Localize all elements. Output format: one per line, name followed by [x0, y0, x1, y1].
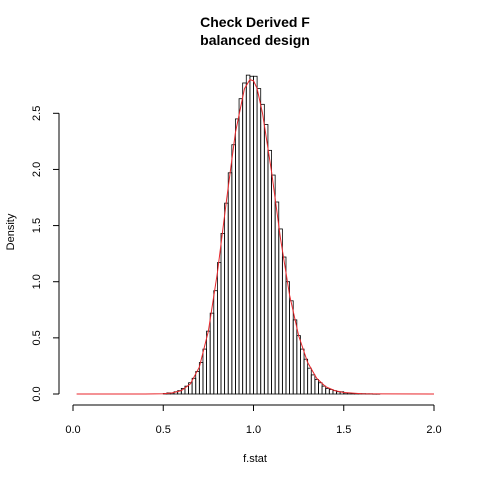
histogram-bar: [329, 390, 333, 394]
y-axis: 0.0 0.5 1.0 1.5 2.0 2.5: [31, 106, 59, 402]
histogram-bar: [207, 331, 211, 394]
histogram-bar: [297, 336, 301, 394]
y-tick-label: 2.0: [31, 162, 43, 177]
histogram-bar: [228, 173, 232, 394]
x-axis-label: f.stat: [243, 453, 267, 465]
histogram-bar: [304, 359, 308, 394]
x-tick-label: 1.5: [336, 424, 351, 436]
histogram-bar: [210, 313, 214, 394]
histogram-bar: [272, 175, 276, 394]
histogram-bar: [282, 257, 286, 394]
histogram-bar: [217, 263, 221, 394]
x-tick-label: 1.0: [246, 424, 261, 436]
histogram-bar: [246, 75, 250, 394]
histogram-bar: [290, 301, 294, 394]
histogram-bar: [286, 282, 290, 394]
histogram-bar: [275, 202, 279, 394]
histogram-bar: [243, 83, 247, 394]
histogram-bar: [225, 203, 229, 394]
histogram-bar: [257, 89, 261, 394]
density-curve: [77, 80, 434, 394]
histogram-bar: [232, 145, 236, 394]
histogram-bar: [318, 383, 322, 394]
x-tick-label: 0.0: [65, 424, 80, 436]
histogram-bar: [235, 119, 239, 394]
histogram-bar: [279, 229, 283, 394]
y-tick-label: 1.5: [31, 218, 43, 233]
histogram-bar: [221, 233, 225, 394]
histogram-bar: [268, 150, 272, 394]
histogram-bar: [322, 386, 326, 394]
x-tick-label: 2.0: [426, 424, 441, 436]
histogram-bars: [163, 75, 380, 394]
histogram-bar: [308, 368, 312, 394]
histogram-bar: [203, 349, 207, 394]
histogram-bar: [315, 379, 319, 394]
x-axis: 0.0 0.5 1.0 1.5 2.0: [65, 405, 441, 436]
y-axis-label: Density: [5, 213, 17, 250]
histogram-bar: [311, 375, 315, 394]
histogram-bar: [192, 378, 196, 394]
histogram-bar: [196, 372, 200, 394]
histogram-bar: [199, 363, 203, 394]
chart-title-line-2: balanced design: [200, 32, 310, 48]
x-tick-label: 0.5: [156, 424, 171, 436]
histogram-bar: [293, 320, 297, 394]
y-tick-label: 1.0: [31, 274, 43, 289]
histogram-bar: [326, 388, 330, 394]
histogram-bar: [250, 76, 254, 394]
y-tick-label: 2.5: [31, 106, 43, 121]
histogram-bar: [261, 104, 265, 394]
histogram-bar: [254, 76, 258, 394]
histogram-bar: [264, 125, 268, 394]
histogram-bar: [300, 349, 304, 394]
y-tick-label: 0.5: [31, 330, 43, 345]
y-tick-label: 0.0: [31, 386, 43, 401]
chart-title-line-1: Check Derived F: [200, 14, 310, 30]
histogram-bar: [239, 99, 243, 394]
histogram-bar: [214, 291, 218, 394]
